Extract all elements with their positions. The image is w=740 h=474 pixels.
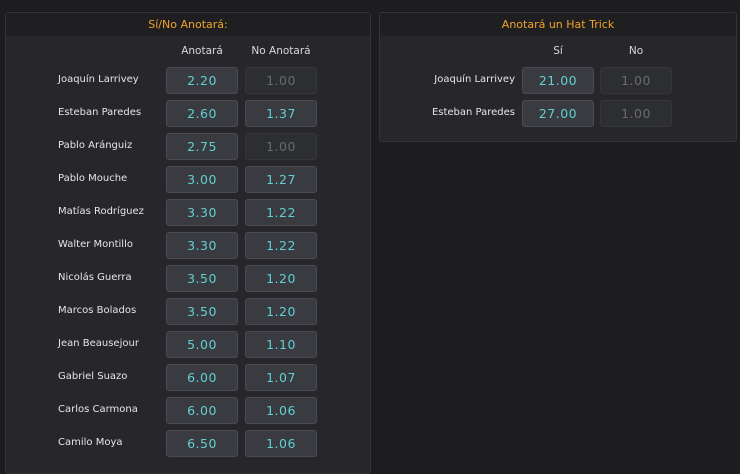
- player-name: Camilo Moya: [58, 437, 123, 448]
- column-header: Sí: [553, 45, 563, 57]
- odds-button[interactable]: 3.30: [166, 199, 238, 226]
- player-name: Matías Rodríguez: [58, 206, 144, 217]
- odds-button: 1.00: [600, 67, 672, 94]
- page: Sí/No Anotará: Anotará No Anotará Joaquín …: [5, 12, 737, 474]
- odds-button: 1.00: [245, 67, 317, 94]
- odds-button[interactable]: 1.22: [245, 232, 317, 259]
- odds-button[interactable]: 1.20: [245, 298, 317, 325]
- player-name: Nicolás Guerra: [58, 272, 132, 283]
- odds-button: 1.00: [245, 133, 317, 160]
- column-header: Anotará: [181, 45, 223, 57]
- score-panel: Sí/No Anotará: Anotará No Anotará Joaquín …: [5, 12, 371, 474]
- odds-button[interactable]: 3.00: [166, 166, 238, 193]
- odds-button[interactable]: 2.20: [166, 67, 238, 94]
- player-name: Jean Beausejour: [58, 338, 139, 349]
- odds-button[interactable]: 1.06: [245, 397, 317, 424]
- odds-button[interactable]: 3.50: [166, 265, 238, 292]
- column-header: No: [628, 45, 644, 57]
- player-name: Marcos Bolados: [58, 305, 137, 316]
- player-name: Joaquín Larrivey: [58, 74, 139, 85]
- odds-button[interactable]: 1.06: [245, 430, 317, 457]
- odds-button[interactable]: 1.37: [245, 100, 317, 127]
- odds-button[interactable]: 2.75: [166, 133, 238, 160]
- player-name: Joaquín Larrivey: [434, 74, 515, 85]
- odds-button[interactable]: 3.30: [166, 232, 238, 259]
- odds-button[interactable]: 1.27: [245, 166, 317, 193]
- player-name: Carlos Carmona: [58, 404, 138, 415]
- odds-button[interactable]: 1.22: [245, 199, 317, 226]
- odds-button[interactable]: 1.20: [245, 265, 317, 292]
- odds-button[interactable]: 6.00: [166, 397, 238, 424]
- player-name: Walter Montillo: [58, 239, 133, 250]
- player-name: Pablo Mouche: [58, 173, 128, 184]
- hat-trick-panel: Anotará un Hat Trick Sí No Joaquín Larrive…: [379, 12, 737, 142]
- panel-title: Anotará un Hat Trick: [380, 13, 736, 36]
- player-name: Pablo Aránguiz: [58, 140, 133, 151]
- odds-button[interactable]: 1.07: [245, 364, 317, 391]
- odds-button[interactable]: 1.10: [245, 331, 317, 358]
- odds-button[interactable]: 2.60: [166, 100, 238, 127]
- odds-button[interactable]: 5.00: [166, 331, 238, 358]
- odds-button[interactable]: 27.00: [522, 100, 594, 127]
- odds-button[interactable]: 6.50: [166, 430, 238, 457]
- player-name: Esteban Paredes: [58, 107, 142, 118]
- player-name: Gabriel Suazo: [58, 371, 128, 382]
- player-name: Esteban Paredes: [431, 107, 515, 118]
- column-header: No Anotará: [251, 45, 311, 57]
- odds-button: 1.00: [600, 100, 672, 127]
- panel-title: Sí/No Anotará:: [6, 13, 370, 36]
- odds-button[interactable]: 21.00: [522, 67, 594, 94]
- odds-button[interactable]: 6.00: [166, 364, 238, 391]
- odds-button[interactable]: 3.50: [166, 298, 238, 325]
